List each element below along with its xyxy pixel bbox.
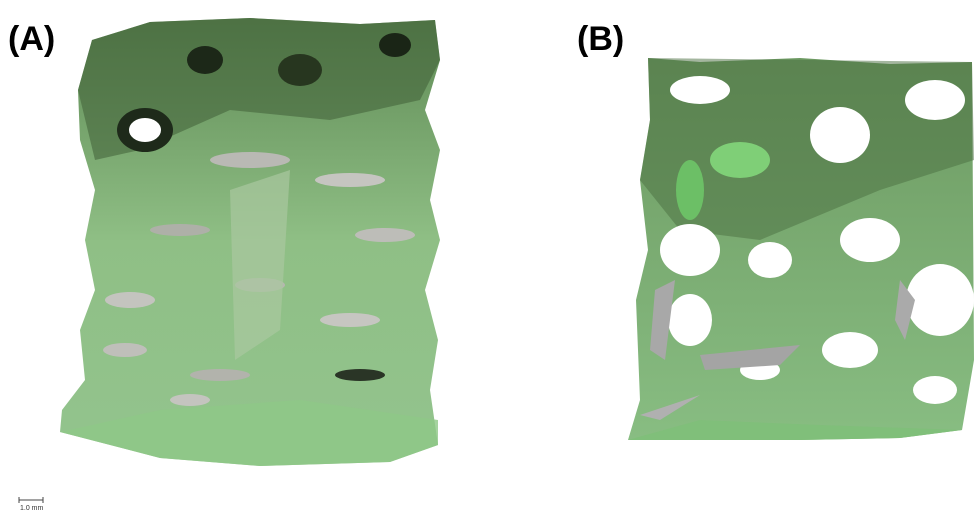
rendering-b	[628, 58, 974, 440]
page: {"panels": [{"label": "(A)"}, {"label": …	[0, 0, 974, 512]
panel-label: (A)	[8, 20, 55, 58]
rendering-a	[60, 18, 440, 466]
scale-bar: 1.0 mm	[19, 497, 44, 512]
figure: (A) (B) 1.0 mm	[0, 0, 974, 512]
panel-label: (B)	[577, 20, 624, 58]
scale-bar-label: 1.0 mm	[20, 505, 44, 512]
